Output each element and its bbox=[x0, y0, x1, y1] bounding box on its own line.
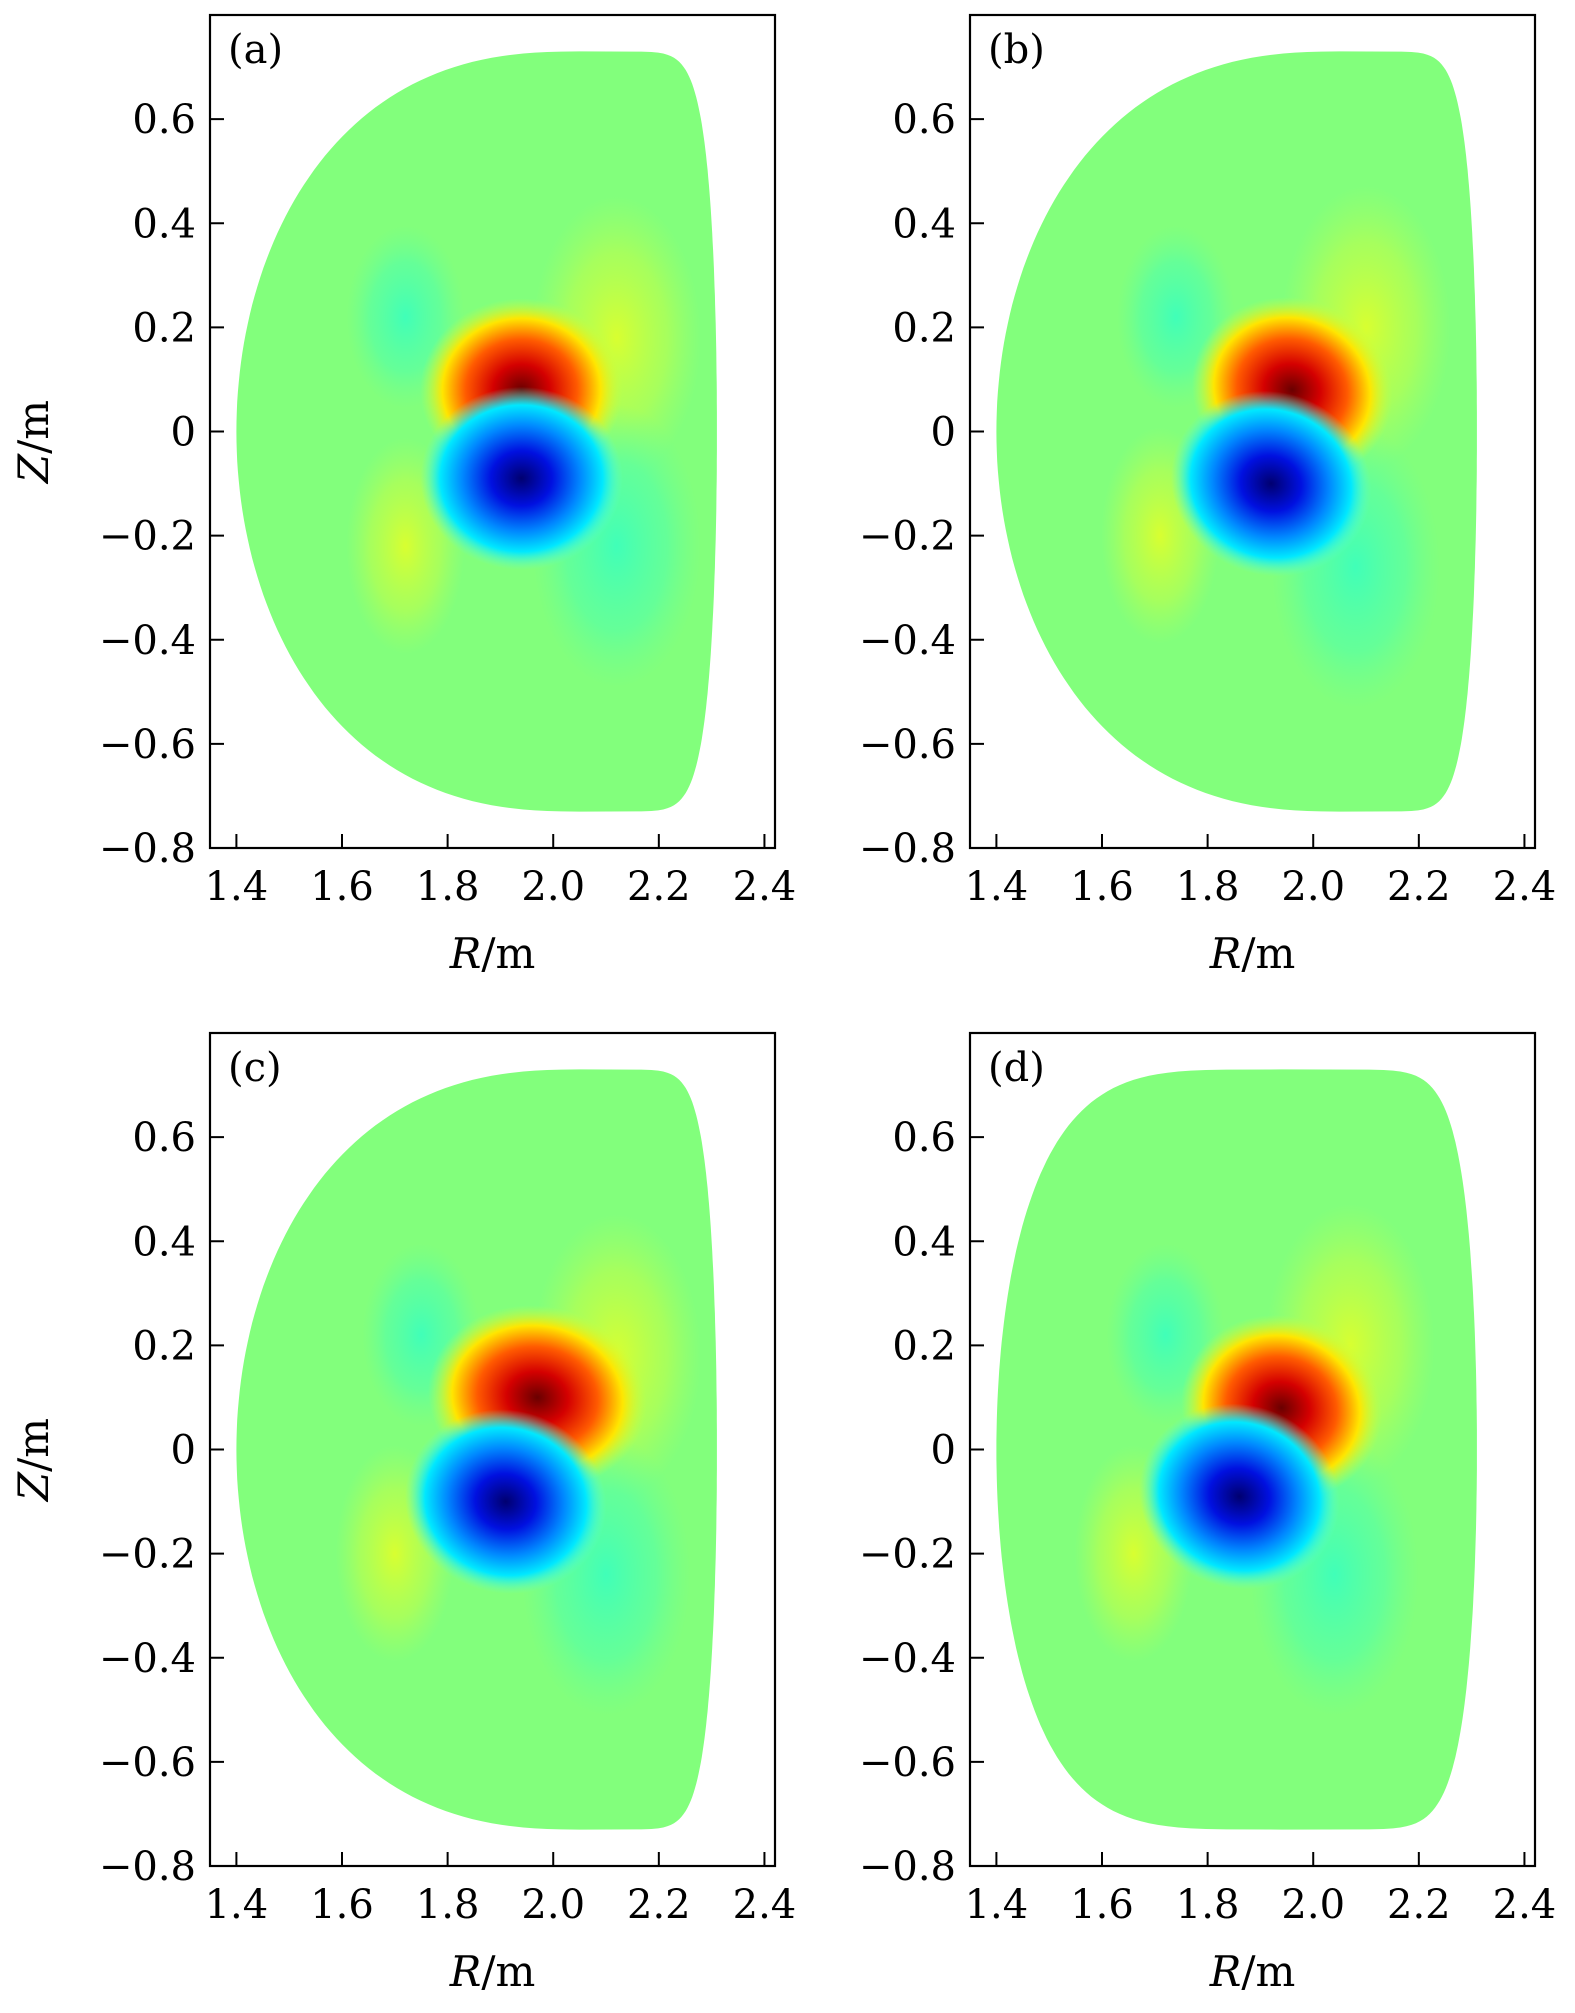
panel-label: (b) bbox=[988, 27, 1045, 73]
y-tick-label: −0.4 bbox=[859, 1636, 956, 1682]
panel-d: 1.4 1.6 1.8 2.0 2.2 2.4 0.6 0.4 0.2 0 −0.2 −0.4 −0.6… bbox=[859, 1031, 1557, 1996]
panel-label: (c) bbox=[228, 1045, 282, 1091]
y-tick-label: −0.4 bbox=[99, 618, 196, 664]
x-tick-label: 1.6 bbox=[310, 864, 374, 910]
x-tick-label: 1.6 bbox=[310, 1882, 374, 1928]
x-tick-label: 1.6 bbox=[1070, 1882, 1134, 1928]
x-axis-label: R/m bbox=[449, 1947, 536, 1996]
y-tick-label: 0 bbox=[171, 1428, 196, 1474]
x-tick-label: 1.8 bbox=[416, 864, 480, 910]
x-tick-label: 1.8 bbox=[1176, 1882, 1240, 1928]
y-tick-label: 0.6 bbox=[132, 1115, 196, 1161]
y-tick-label: −0.2 bbox=[99, 1532, 196, 1578]
x-tick-label: 1.4 bbox=[205, 864, 269, 910]
panel-b: 1.4 1.6 1.8 2.0 2.2 2.4 0.6 0.4 0.2 0 −0.2 −0.4 −0.6… bbox=[859, 13, 1557, 978]
x-axis-label: R/m bbox=[1209, 1947, 1296, 1996]
y-tick-label: 0.4 bbox=[892, 201, 956, 247]
y-axis-label: Z/m bbox=[9, 1418, 58, 1503]
y-tick-label: 0.2 bbox=[132, 1323, 196, 1369]
panel-c: 1.4 1.6 1.8 2.0 2.2 2.4 0.6 0.4 0.2 0 −0.2 −0.4 −0.6… bbox=[9, 1031, 797, 1996]
x-tick-label: 2.4 bbox=[1493, 1882, 1557, 1928]
y-tick-label: −0.2 bbox=[859, 514, 956, 560]
y-tick-label: 0.6 bbox=[892, 1115, 956, 1161]
y-axis-label: Z/m bbox=[9, 400, 58, 485]
negative-blob bbox=[1170, 390, 1372, 577]
mode-structure bbox=[1101, 185, 1451, 709]
x-tick-label: 2.0 bbox=[521, 1882, 585, 1928]
y-tick-label: 0.4 bbox=[892, 1219, 956, 1265]
y-tick-label: −0.8 bbox=[99, 826, 196, 872]
panel-label: (d) bbox=[988, 1045, 1045, 1091]
y-tick-label: 0.6 bbox=[892, 97, 956, 143]
x-tick-label: 2.4 bbox=[733, 1882, 797, 1928]
x-tick-label: 1.8 bbox=[1176, 864, 1240, 910]
y-tick-label: −0.6 bbox=[99, 722, 196, 768]
y-tick-label: −0.2 bbox=[859, 1532, 956, 1578]
y-tick-label: −0.2 bbox=[99, 514, 196, 560]
x-tick-label: 2.0 bbox=[1281, 1882, 1345, 1928]
negative-blob bbox=[404, 1409, 607, 1594]
y-tick-label: 0.2 bbox=[132, 305, 196, 351]
y-tick-label: −0.6 bbox=[859, 722, 956, 768]
y-tick-label: 0 bbox=[931, 1428, 956, 1474]
x-tick-label: 1.4 bbox=[205, 1882, 269, 1928]
x-tick-label: 2.2 bbox=[1387, 1882, 1451, 1928]
negative-blob bbox=[420, 386, 623, 570]
x-tick-label: 1.4 bbox=[965, 1882, 1029, 1928]
x-tick-label: 2.2 bbox=[627, 1882, 691, 1928]
y-tick-label: −0.6 bbox=[99, 1740, 196, 1786]
panel-label: (a) bbox=[228, 27, 283, 73]
x-tick-label: 2.0 bbox=[521, 864, 585, 910]
x-tick-label: 2.2 bbox=[627, 864, 691, 910]
x-tick-label: 2.4 bbox=[1493, 864, 1557, 910]
y-tick-label: 0.4 bbox=[132, 1219, 196, 1265]
y-tick-label: −0.8 bbox=[99, 1844, 196, 1890]
y-tick-label: 0 bbox=[171, 410, 196, 456]
y-tick-label: 0.6 bbox=[132, 97, 196, 143]
x-tick-label: 1.8 bbox=[416, 1882, 480, 1928]
x-tick-label: 1.6 bbox=[1070, 864, 1134, 910]
y-tick-label: −0.8 bbox=[859, 1844, 956, 1890]
x-tick-label: 2.4 bbox=[733, 864, 797, 910]
mode-structure bbox=[346, 196, 702, 688]
x-axis-label: R/m bbox=[1209, 929, 1296, 978]
mode-structure bbox=[1074, 1203, 1435, 1717]
x-tick-label: 1.4 bbox=[965, 864, 1029, 910]
negative-blob bbox=[1138, 1403, 1340, 1590]
panel-a: 1.4 1.6 1.8 2.0 2.2 2.4 0.6 0.4 0.2 0 −0.2 −0.4 −0.6… bbox=[9, 13, 797, 978]
y-tick-label: −0.6 bbox=[859, 1740, 956, 1786]
x-axis-label: R/m bbox=[449, 929, 536, 978]
mode-structure bbox=[335, 1214, 702, 1717]
y-tick-label: 0.4 bbox=[132, 201, 196, 247]
x-tick-label: 2.0 bbox=[1281, 864, 1345, 910]
y-tick-label: −0.8 bbox=[859, 826, 956, 872]
y-tick-label: −0.4 bbox=[99, 1636, 196, 1682]
x-tick-label: 2.2 bbox=[1387, 864, 1451, 910]
y-tick-label: 0 bbox=[931, 410, 956, 456]
y-tick-label: 0.2 bbox=[892, 305, 956, 351]
y-tick-label: 0.2 bbox=[892, 1323, 956, 1369]
y-tick-label: −0.4 bbox=[859, 618, 956, 664]
